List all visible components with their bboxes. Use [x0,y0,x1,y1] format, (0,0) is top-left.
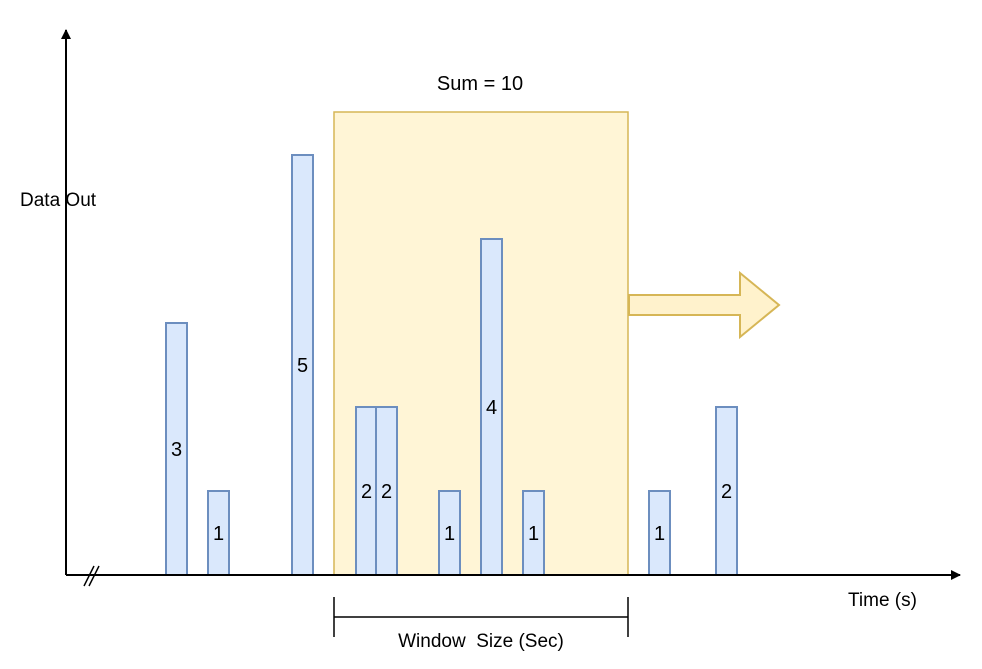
bar-value-label-1: 3 [171,439,182,461]
bar-value-label-3: 5 [297,355,308,377]
bar-value-label-4: 2 [361,481,372,503]
bar-value-label-8: 1 [528,523,539,545]
y-axis-label: Data Out [20,190,97,211]
sum-label: Sum = 10 [437,73,523,95]
bar-value-label-10: 2 [721,481,732,503]
bar-value-label-9: 1 [654,523,665,545]
bar-value-label-5: 2 [381,481,392,503]
bar-value-label-6: 1 [444,523,455,545]
window-size-label: Window Size (Sec) [398,631,564,652]
bar-value-label-7: 4 [486,397,497,419]
bar-value-label-2: 1 [213,523,224,545]
right-arrow-icon [628,270,781,340]
x-axis-label: Time (s) [848,590,917,611]
axis-break-icon [83,565,100,587]
window-size-bracket [333,597,629,637]
